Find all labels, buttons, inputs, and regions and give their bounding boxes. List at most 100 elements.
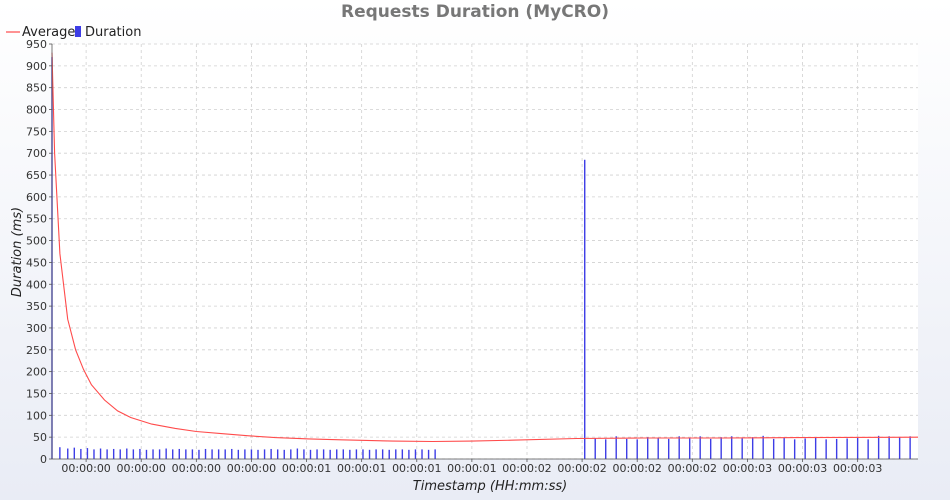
y-tick-labels: 0 50 100 150 200 250 300 350 400 450 500 550 600 650 7…: [26, 38, 47, 466]
y-tick-label: 700: [26, 147, 47, 160]
duration-bar: [888, 436, 890, 459]
y-tick-label: 500: [26, 235, 47, 248]
duration-bar: [877, 435, 880, 459]
duration-bar: [688, 438, 691, 459]
duration-bar: [401, 449, 404, 459]
duration-bar: [349, 449, 351, 459]
duration-bar: [368, 449, 371, 459]
duration-bar: [408, 449, 410, 459]
duration-bar: [626, 438, 628, 459]
duration-bar: [846, 438, 848, 459]
x-tick-label: 00:00:03: [833, 462, 882, 475]
duration-bar: [185, 449, 187, 459]
duration-bar: [309, 449, 312, 459]
duration-bar: [395, 449, 397, 459]
y-tick-label: 300: [26, 322, 47, 335]
duration-bar: [191, 449, 194, 459]
duration-bar: [204, 448, 207, 459]
duration-bar: [856, 438, 859, 459]
x-tick-label: 00:00:01: [392, 462, 441, 475]
legend: Average Duration: [6, 25, 141, 40]
duration-bar: [657, 438, 659, 459]
duration-bar: [152, 449, 154, 459]
duration-bar: [730, 436, 733, 459]
duration-bar: [427, 449, 430, 459]
y-tick-label: 200: [26, 366, 47, 379]
legend-average-label: Average: [22, 25, 75, 40]
duration-bar: [158, 449, 161, 459]
y-tick-label: 50: [33, 431, 47, 444]
y-axis-label: Duration (ms): [10, 207, 25, 297]
duration-bar: [172, 449, 174, 459]
duration-bar: [867, 439, 869, 459]
y-tick-label: 950: [26, 38, 47, 51]
duration-bar: [217, 449, 220, 459]
y-tick-label: 750: [26, 125, 47, 138]
duration-bar: [362, 449, 364, 459]
duration-bar: [257, 449, 259, 459]
duration-bar: [106, 449, 108, 459]
duration-bar: [211, 449, 213, 459]
duration-bar: [119, 449, 121, 459]
duration-bar: [316, 449, 318, 459]
duration-bar: [336, 449, 338, 459]
y-tick-label: 800: [26, 104, 47, 117]
duration-bar: [198, 449, 200, 459]
y-tick-label: 350: [26, 300, 47, 313]
x-axis-label: Timestamp (HH:mm:ss): [413, 479, 567, 494]
y-tick-label: 550: [26, 213, 47, 226]
duration-bar: [86, 448, 89, 459]
duration-bar: [381, 449, 384, 459]
duration-bar: [112, 448, 115, 459]
duration-bar: [678, 436, 680, 459]
duration-bar: [73, 447, 76, 459]
duration-bar: [647, 437, 649, 459]
y-tick-label: 450: [26, 256, 47, 269]
duration-bar: [421, 449, 423, 459]
x-tick-label: 00:00:03: [778, 462, 827, 475]
duration-bar: [414, 449, 417, 459]
duration-bar: [93, 449, 95, 459]
duration-bar: [898, 437, 901, 459]
duration-bar: [584, 159, 586, 459]
duration-bar: [231, 448, 233, 459]
duration-bar: [772, 438, 775, 459]
duration-bar: [804, 438, 806, 459]
duration-bar: [270, 448, 272, 459]
x-tick-label: 00:00:03: [723, 462, 772, 475]
duration-bar: [67, 448, 69, 459]
duration-bar: [145, 449, 148, 459]
x-tick-label: 00:00:02: [557, 462, 606, 475]
duration-bar: [720, 437, 722, 459]
duration-bar: [322, 449, 325, 459]
duration-bar: [814, 438, 817, 459]
duration-bar: [709, 438, 712, 459]
y-tick-label: 600: [26, 191, 47, 204]
duration-bar: [355, 449, 358, 459]
x-tick-label: 00:00:01: [337, 462, 386, 475]
duration-bar: [615, 436, 617, 459]
x-tick-label: 00:00:02: [613, 462, 662, 475]
average-line-group: [51, 52, 919, 443]
duration-bar: [59, 447, 61, 459]
duration-bar: [283, 449, 285, 459]
y-tick-label: 0: [40, 453, 47, 466]
duration-bar: [237, 449, 240, 459]
duration-bar: [909, 436, 911, 459]
duration-bar: [99, 448, 102, 459]
duration-bar: [825, 439, 827, 459]
duration-bar: [263, 449, 266, 459]
duration-bar: [793, 439, 796, 459]
duration-bar: [741, 438, 743, 459]
duration-bar: [667, 438, 670, 459]
legend-duration-label: Duration: [85, 25, 141, 40]
duration-bar: [699, 436, 701, 459]
y-tick-label: 100: [26, 409, 47, 422]
duration-bar: [594, 438, 596, 459]
x-tick-label: 00:00:00: [227, 462, 276, 475]
duration-bar: [244, 449, 246, 459]
x-tick-label: 00:00:00: [61, 462, 110, 475]
duration-bar: [388, 449, 390, 459]
duration-bar: [132, 449, 135, 459]
